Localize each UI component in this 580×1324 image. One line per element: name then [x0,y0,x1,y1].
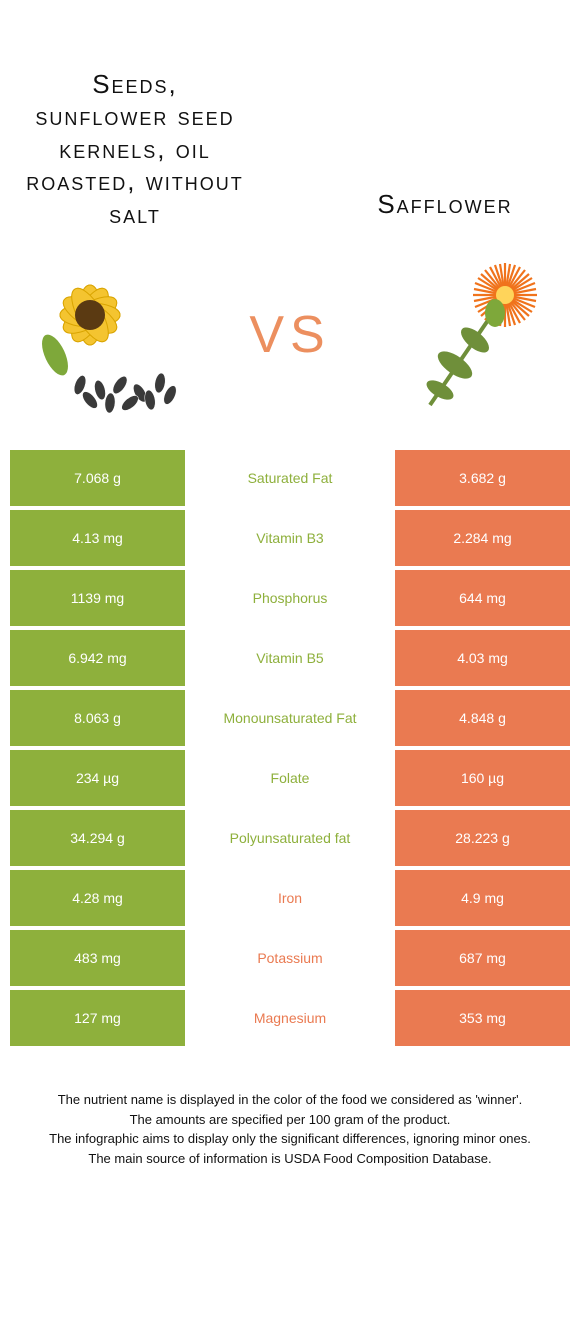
image-row: VS [0,240,580,450]
nutrient-label: Potassium [185,930,395,986]
left-value: 1139 mg [10,570,185,626]
header: Seeds, sunflower seed kernels, oil roast… [0,0,580,240]
table-row: 1139 mgPhosphorus644 mg [10,570,570,626]
left-value: 127 mg [10,990,185,1046]
table-row: 4.13 mgVitamin B32.284 mg [10,510,570,566]
table-row: 7.068 gSaturated Fat3.682 g [10,450,570,506]
right-food-title: Safflower [335,188,555,221]
nutrient-label: Vitamin B5 [185,630,395,686]
right-value: 160 µg [395,750,570,806]
right-value: 2.284 mg [395,510,570,566]
left-value: 4.28 mg [10,870,185,926]
sunflower-seeds-illustration [20,255,220,415]
left-food-title: Seeds, sunflower seed kernels, oil roast… [25,68,245,231]
nutrient-comparison-table: 7.068 gSaturated Fat3.682 g4.13 mgVitami… [10,450,570,1046]
nutrient-label: Vitamin B3 [185,510,395,566]
table-row: 6.942 mgVitamin B54.03 mg [10,630,570,686]
footnotes: The nutrient name is displayed in the co… [0,1050,580,1168]
right-value: 4.9 mg [395,870,570,926]
table-row: 127 mgMagnesium353 mg [10,990,570,1046]
table-row: 234 µgFolate160 µg [10,750,570,806]
right-value: 3.682 g [395,450,570,506]
nutrient-label: Iron [185,870,395,926]
left-value: 4.13 mg [10,510,185,566]
footnote-line: The amounts are specified per 100 gram o… [20,1110,560,1130]
right-value: 4.03 mg [395,630,570,686]
nutrient-label: Folate [185,750,395,806]
left-value: 8.063 g [10,690,185,746]
left-value: 7.068 g [10,450,185,506]
left-value: 483 mg [10,930,185,986]
left-value: 6.942 mg [10,630,185,686]
vs-label: VS [249,305,330,365]
footnote-line: The main source of information is USDA F… [20,1149,560,1169]
nutrient-label: Phosphorus [185,570,395,626]
safflower-illustration [360,255,560,415]
footnote-line: The nutrient name is displayed in the co… [20,1090,560,1110]
right-value: 644 mg [395,570,570,626]
right-value: 687 mg [395,930,570,986]
table-row: 34.294 gPolyunsaturated fat28.223 g [10,810,570,866]
table-row: 4.28 mgIron4.9 mg [10,870,570,926]
nutrient-label: Magnesium [185,990,395,1046]
footnote-line: The infographic aims to display only the… [20,1129,560,1149]
nutrient-label: Saturated Fat [185,450,395,506]
right-value: 28.223 g [395,810,570,866]
left-value: 34.294 g [10,810,185,866]
right-value: 353 mg [395,990,570,1046]
table-row: 483 mgPotassium687 mg [10,930,570,986]
nutrient-label: Monounsaturated Fat [185,690,395,746]
right-value: 4.848 g [395,690,570,746]
nutrient-label: Polyunsaturated fat [185,810,395,866]
left-value: 234 µg [10,750,185,806]
table-row: 8.063 gMonounsaturated Fat4.848 g [10,690,570,746]
